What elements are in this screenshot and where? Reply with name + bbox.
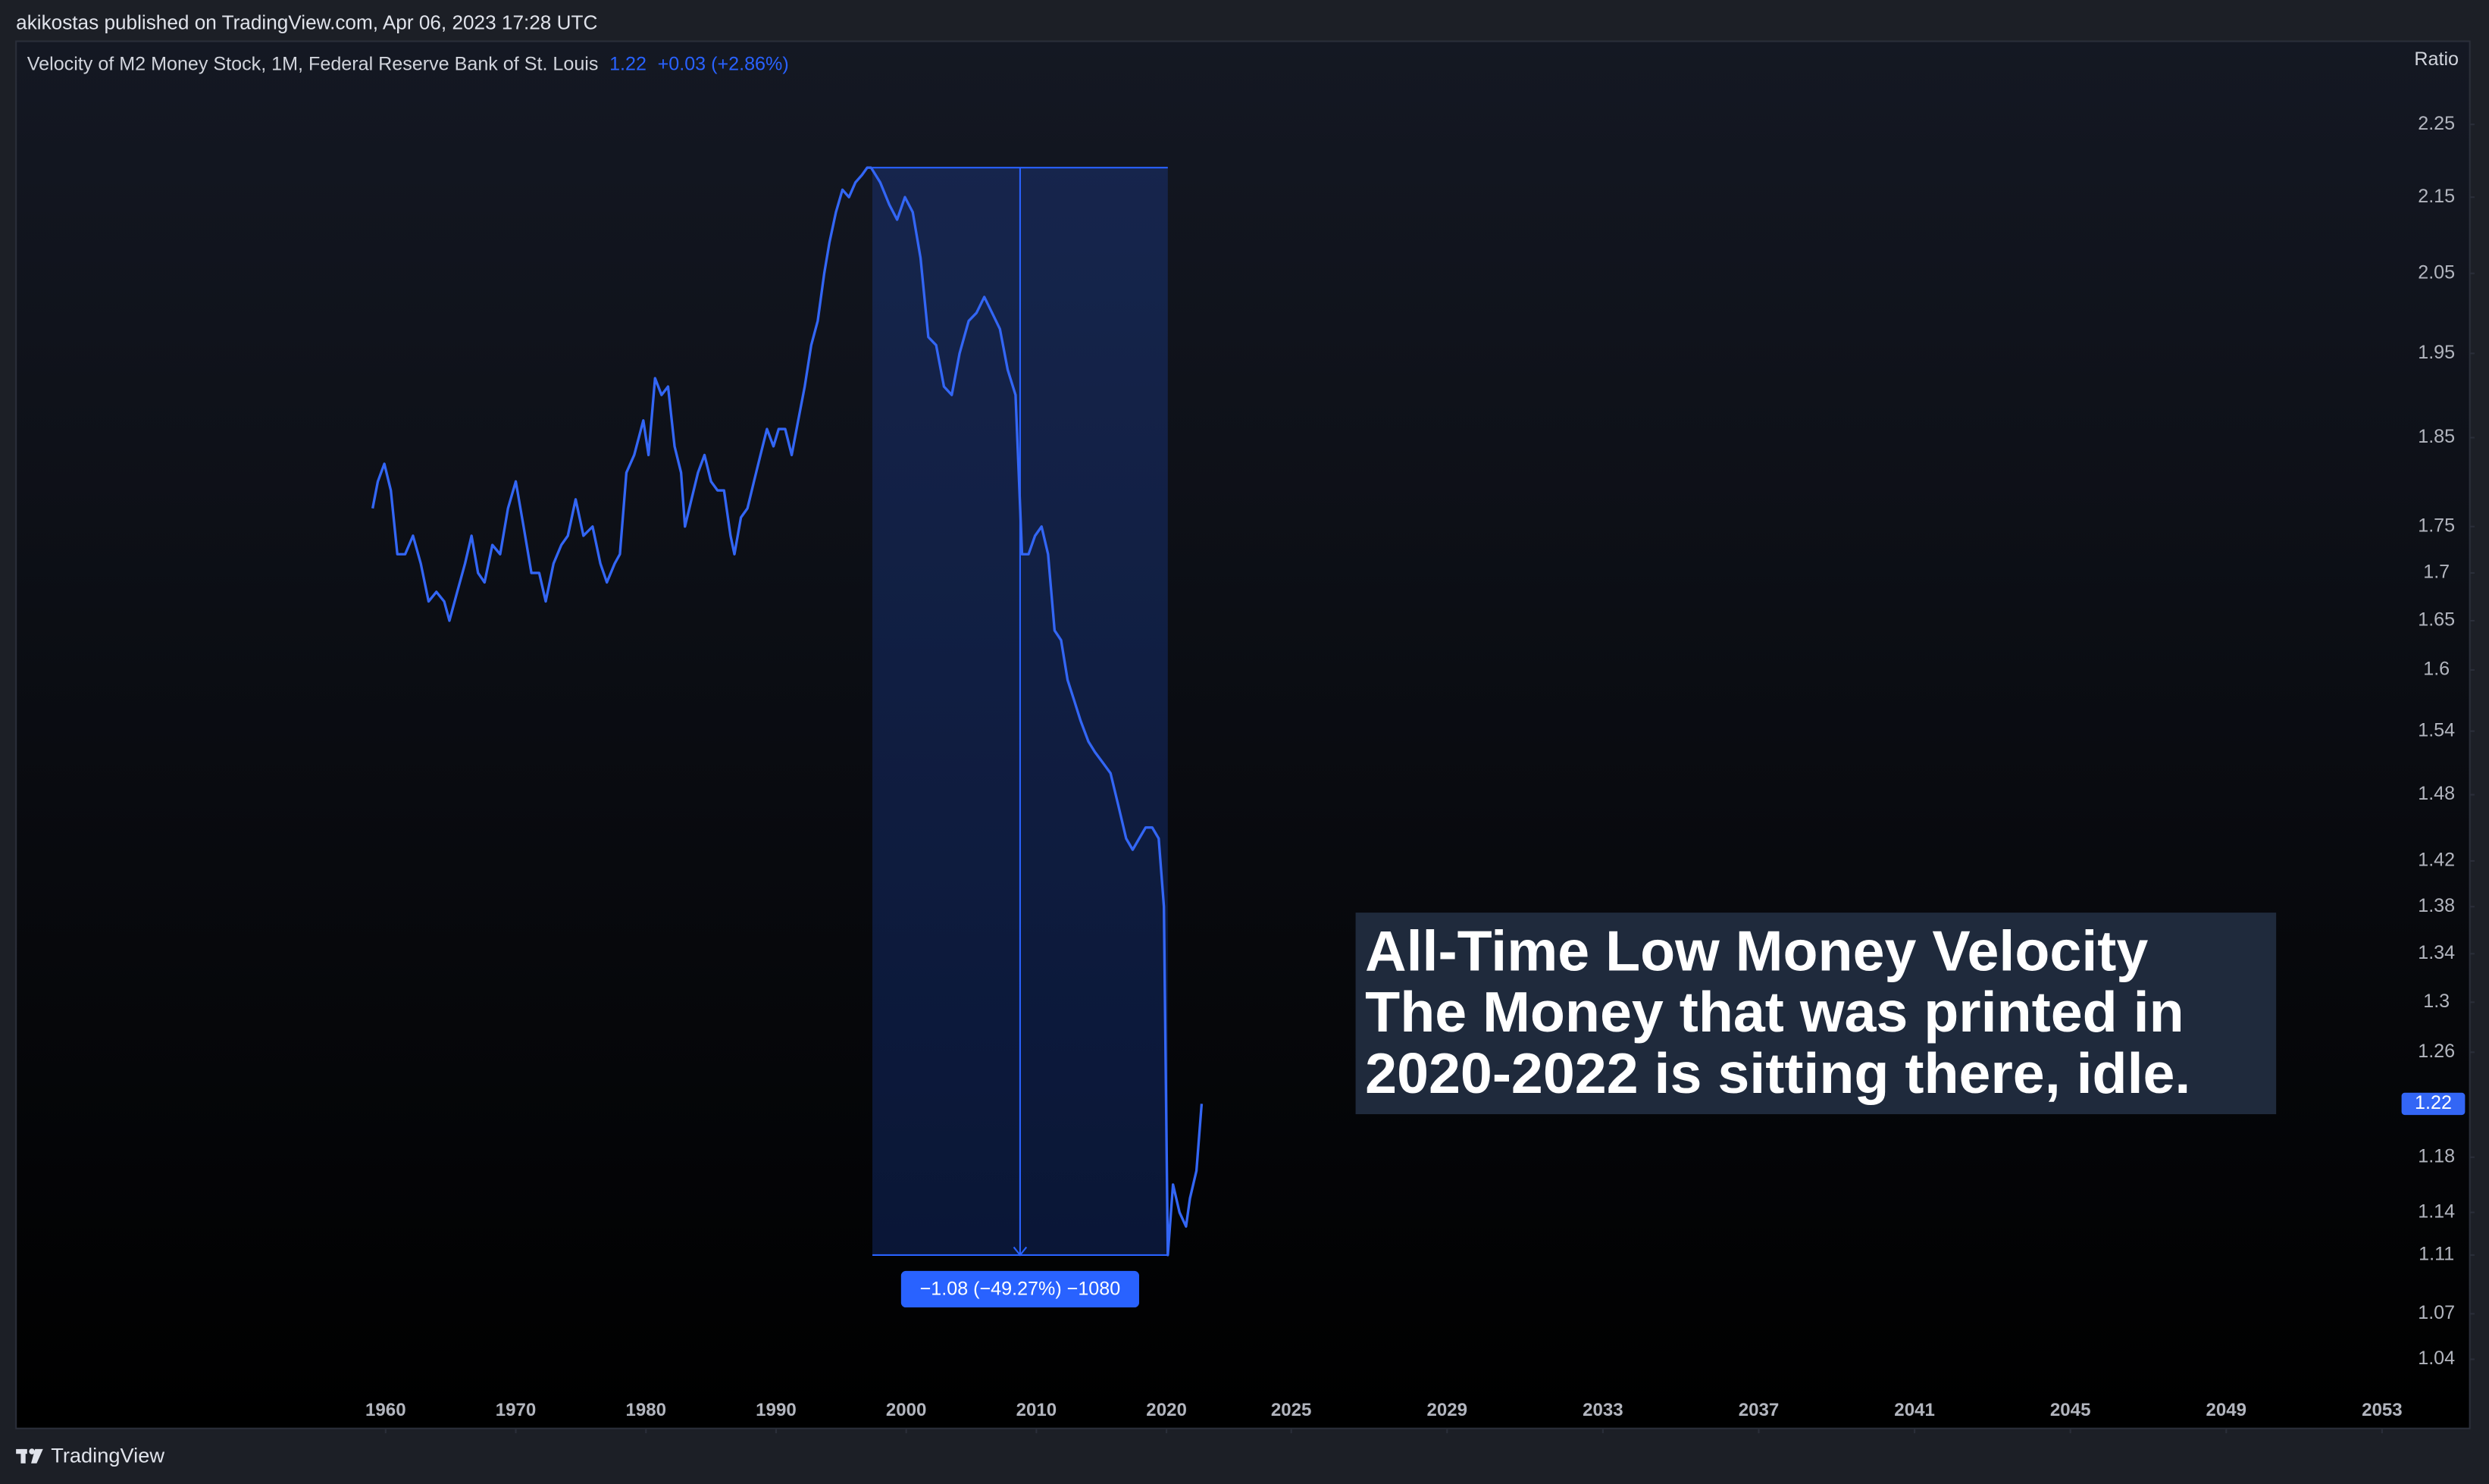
x-tick-label: 1960	[365, 1400, 406, 1420]
x-tick-label: 2041	[1894, 1400, 1935, 1420]
last-value-box	[2401, 1092, 2466, 1116]
y-tick-label: 1.34	[2418, 942, 2455, 963]
x-tick-label: 2020	[1146, 1400, 1187, 1420]
annotation-line: All-Time Low Money Velocity	[1365, 919, 2148, 983]
x-tick-label: 2010	[1016, 1400, 1057, 1420]
footer-brand: TradingView	[51, 1444, 164, 1467]
y-tick-label: 1.6	[2423, 659, 2450, 680]
y-tick-label: 1.26	[2418, 1041, 2455, 1062]
y-tick-label: 1.07	[2418, 1302, 2455, 1323]
x-tick-label: 1980	[625, 1400, 666, 1420]
legend-change: +0.03 (+2.86%)	[658, 53, 789, 74]
y-tick-label: 1.54	[2418, 719, 2455, 740]
x-tick-label: 2025	[1271, 1400, 1312, 1420]
y-tick-label: 2.05	[2418, 261, 2455, 283]
x-tick-label: 2033	[1583, 1400, 1623, 1420]
y-tick-label: 1.7	[2423, 562, 2450, 583]
y-tick-label: 1.14	[2418, 1201, 2455, 1222]
measure-arrowhead	[1013, 1246, 1028, 1257]
y-axis-label: Ratio	[2414, 49, 2459, 70]
last-value-label: 1.22	[2415, 1092, 2452, 1113]
y-tick-label: 1.65	[2418, 609, 2455, 631]
measure-label: −1.08 (−49.27%) −1080	[920, 1279, 1121, 1300]
legend-value: 1.22	[609, 53, 647, 74]
annotation-box	[1355, 913, 2277, 1115]
x-tick-label: 2029	[1426, 1400, 1467, 1420]
y-tick-label: 1.42	[2418, 850, 2455, 871]
y-tick-label: 1.75	[2418, 515, 2455, 536]
x-tick-label: 2049	[2206, 1400, 2247, 1420]
x-tick-label: 2053	[2362, 1400, 2403, 1420]
x-tick-label: 2000	[886, 1400, 927, 1420]
y-tick-label: 1.11	[2419, 1244, 2454, 1265]
x-tick-label: 2037	[1739, 1400, 1780, 1420]
publish-header: akikostas published on TradingView.com, …	[16, 11, 597, 33]
y-tick-label: 1.18	[2418, 1145, 2455, 1166]
y-tick-label: 2.25	[2418, 113, 2455, 134]
y-tick-label: 1.38	[2418, 895, 2455, 916]
y-tick-label: 1.3	[2423, 991, 2450, 1012]
plot-area	[15, 40, 2471, 1429]
y-tick-label: 1.48	[2418, 783, 2455, 804]
legend-title: Velocity of M2 Money Stock, 1M, Federal …	[27, 53, 599, 74]
series-line	[371, 166, 1204, 1257]
y-tick-label: 1.95	[2418, 342, 2455, 363]
measure-label-box	[900, 1270, 1139, 1308]
x-tick-label: 2045	[2050, 1400, 2091, 1420]
footer-logo	[16, 1448, 43, 1464]
x-tick-label: 1990	[756, 1400, 797, 1420]
y-tick-label: 1.85	[2418, 426, 2455, 447]
x-tick-label: 1970	[496, 1400, 537, 1420]
y-tick-label: 1.04	[2418, 1348, 2455, 1369]
y-tick-label: 2.15	[2418, 186, 2455, 207]
annotation-line: 2020-2022 is sitting there, idle.	[1365, 1041, 2190, 1105]
annotation-line: The Money that was printed in	[1365, 980, 2184, 1044]
